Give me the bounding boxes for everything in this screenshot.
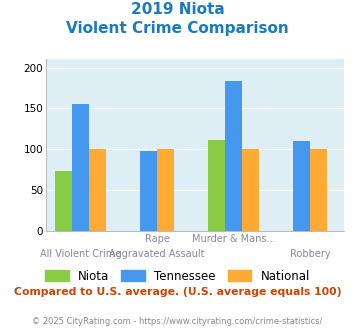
Text: Rape: Rape — [144, 234, 169, 244]
Text: Aggravated Assault: Aggravated Assault — [109, 249, 205, 259]
Text: 2019 Niota: 2019 Niota — [131, 2, 224, 16]
Bar — [208, 140, 225, 231]
Bar — [157, 149, 174, 231]
Text: Robbery: Robbery — [290, 249, 330, 259]
Text: All Violent Crime: All Violent Crime — [40, 249, 121, 259]
Bar — [89, 149, 106, 231]
Legend: Niota, Tennessee, National: Niota, Tennessee, National — [40, 265, 315, 287]
Bar — [72, 104, 89, 231]
Bar — [225, 82, 242, 231]
Text: Compared to U.S. average. (U.S. average equals 100): Compared to U.S. average. (U.S. average … — [14, 287, 341, 297]
Bar — [140, 151, 157, 231]
Text: © 2025 CityRating.com - https://www.cityrating.com/crime-statistics/: © 2025 CityRating.com - https://www.city… — [32, 317, 323, 326]
Bar — [310, 149, 327, 231]
Bar — [242, 149, 259, 231]
Text: Violent Crime Comparison: Violent Crime Comparison — [66, 21, 289, 36]
Bar — [55, 171, 72, 231]
Text: Murder & Mans...: Murder & Mans... — [192, 234, 275, 244]
Bar — [293, 141, 310, 231]
